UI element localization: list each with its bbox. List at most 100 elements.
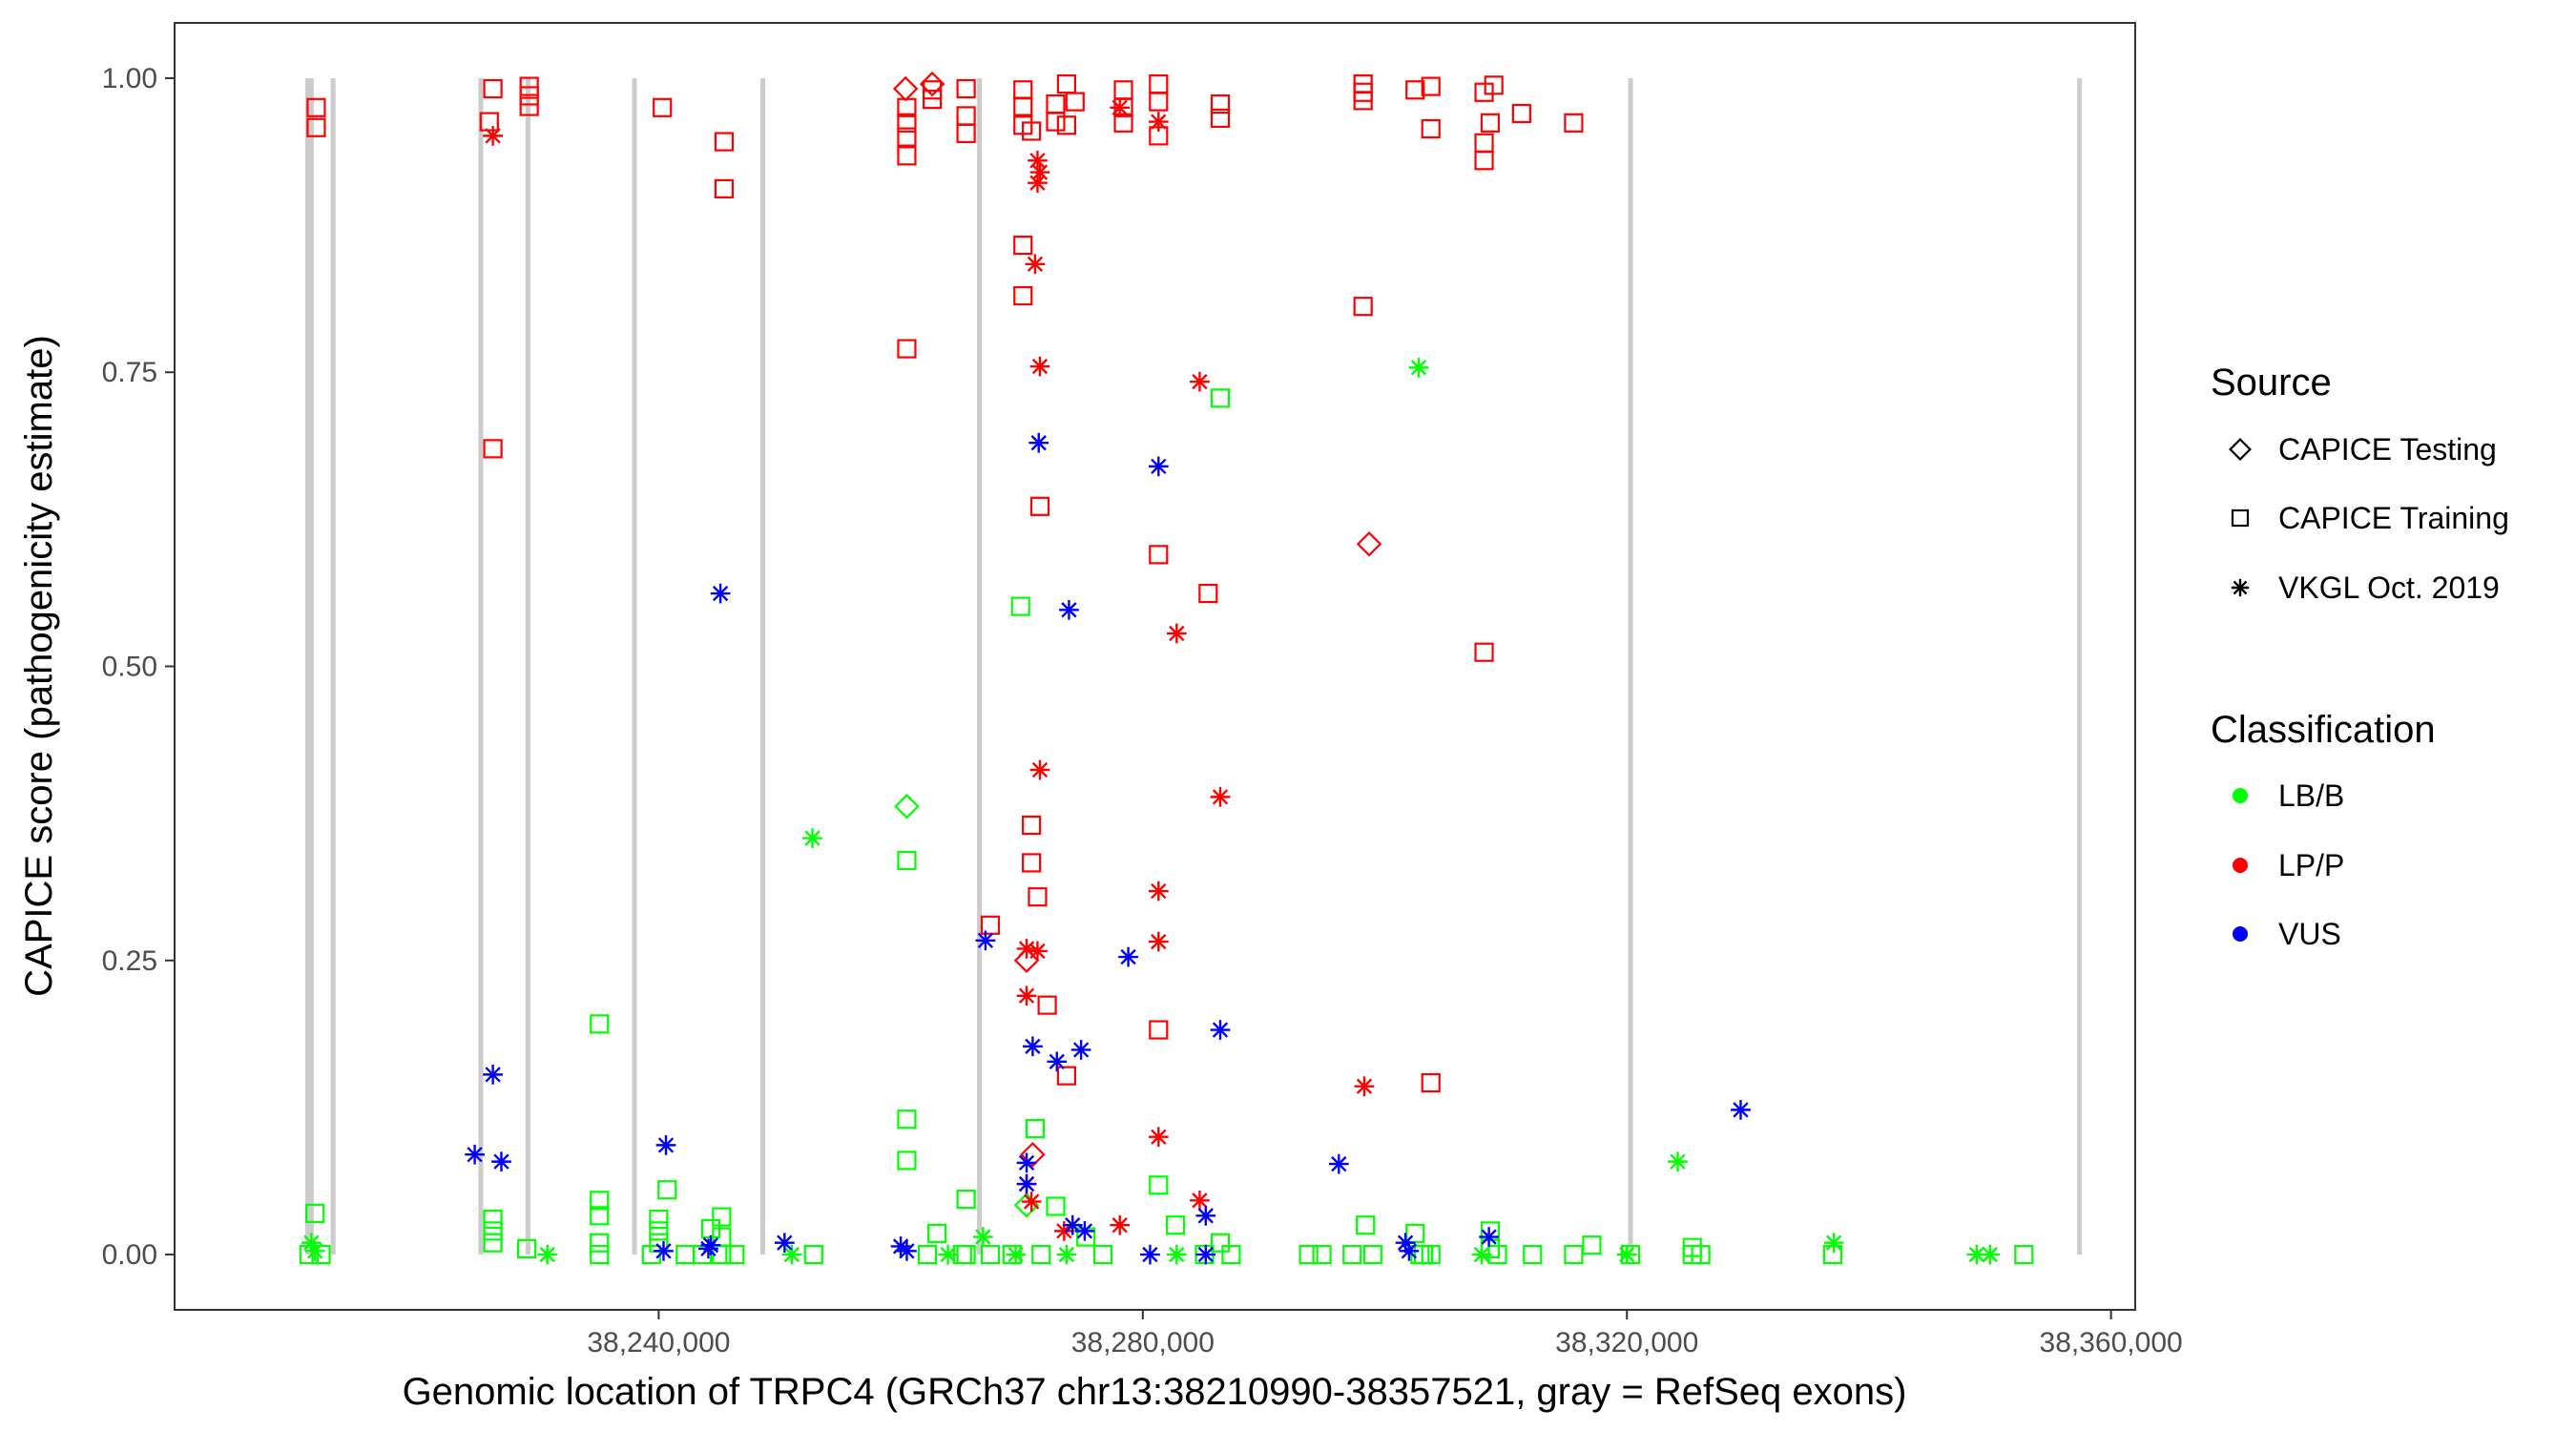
data-point-asterisk [1148,456,1169,477]
data-point-square [483,1221,503,1241]
data-point-square [306,97,326,117]
data-point-square [306,117,326,137]
legend-classification-keys [2233,788,2248,942]
data-point-square [1312,1244,1332,1265]
data-point-asterisk [1029,759,1050,780]
data-point-square [479,112,499,132]
data-point-asterisk [1148,1127,1169,1148]
data-point-asterisk [1166,623,1187,644]
data-point-asterisk [1070,1040,1091,1060]
y-tick-label: 0.75 [102,357,157,388]
data-point-square [956,78,976,99]
data-point-square [1210,108,1231,128]
data-point-square [1065,92,1085,112]
data-point-asterisk [301,1233,322,1254]
data-point-square [956,1189,976,1210]
data-point-square [1149,1020,1169,1040]
data-point-asterisk [1210,787,1231,807]
x-tick-label: 38,280,000 [1071,1327,1215,1358]
x-axis: 38,240,000 38,280,000 38,320,000 38,360,000 [587,1310,2183,1358]
data-point-asterisk [1966,1244,1987,1265]
data-point-square [980,1244,1001,1265]
data-point-square [1582,1235,1602,1255]
x-tick-label: 38,320,000 [1555,1327,1698,1358]
data-point-asterisk [491,1151,511,1172]
data-point-diamond [919,71,945,97]
data-point-asterisk [1140,1244,1160,1265]
data-point-asterisk [1166,1244,1187,1265]
y-axis-title: CAPICE score (pathogenicity estimate) [18,335,60,997]
data-point-asterisk [1023,1036,1043,1057]
legend-class-item-vus: VUS [2278,917,2341,951]
data-point-asterisk [1328,1153,1349,1174]
data-point-asterisk [1110,1214,1131,1235]
data-point-asterisk [973,1227,993,1247]
legend-key-square [2231,508,2250,528]
legend-key-diamond [2229,438,2252,461]
data-point-asterisk [1195,1206,1216,1226]
data-point-asterisk [1029,162,1050,182]
data-point-square [2014,1244,2034,1265]
data-point-asterisk [1028,432,1049,453]
data-point-square [1421,118,1441,139]
data-point-square [1037,995,1057,1015]
data-point-square [1356,1215,1376,1235]
data-point-square [1564,113,1584,133]
data-point-square [956,123,976,144]
data-point-square [1029,496,1050,516]
data-point-diamond [1013,947,1040,974]
data-point-square [1474,151,1494,171]
data-point-square [803,1244,823,1265]
data-point-square [922,90,943,110]
data-point-asterisk [1047,1051,1068,1072]
data-point-asterisk [1074,1221,1095,1241]
data-point-asterisk [774,1233,795,1254]
data-point-square [897,339,917,359]
data-point-square [1353,297,1373,317]
data-point-square [1056,115,1076,135]
y-tick-label: 1.00 [102,63,157,94]
data-point-square [897,146,917,166]
data-point-asterisk [1210,1020,1231,1040]
legend-key-dot [2233,858,2248,873]
data-point-square [1421,76,1441,96]
data-point-asterisk [897,1240,917,1261]
legend-source-item-testing: CAPICE Testing [2278,432,2497,467]
data-point-diamond [1356,531,1382,557]
data-point-square [1025,1119,1046,1139]
data-point-square [1113,113,1133,133]
data-point-asterisk [802,828,822,848]
data-point-square [1353,91,1373,111]
data-point-square [1013,235,1033,256]
data-point-square [1210,388,1231,408]
data-point-asterisk [655,1135,676,1155]
data-point-diamond [1020,1141,1046,1168]
data-point-square [1013,96,1033,116]
data-point-asterisk [1823,1233,1844,1254]
data-point-asterisk [700,1234,721,1255]
data-point-square [1149,1175,1169,1195]
data-point-square [519,86,539,106]
data-point-asterisk [1195,1244,1216,1265]
data-point-square [519,96,539,116]
data-point-square [1046,112,1066,132]
data-point-square [1298,1244,1319,1265]
data-point-square [483,78,503,99]
data-point-square [1523,1244,1543,1265]
data-point-asterisk [1016,1152,1037,1173]
data-point-asterisk [710,583,731,604]
data-point-square [590,1191,610,1211]
data-point-asterisk [465,1144,485,1165]
data-point-asterisk [1479,1227,1499,1247]
x-axis-title: Genomic location of TRPC4 (GRCh37 chr13:… [403,1371,1907,1413]
data-point-asterisk [654,1240,674,1261]
data-point-asterisk [537,1244,558,1265]
data-point-square [590,1233,610,1253]
data-point-asterisk [1148,931,1169,952]
data-point-square [483,439,503,459]
legend-source-item-vkgl: VKGL Oct. 2019 [2278,570,2500,605]
data-point-asterisk [1006,1244,1026,1265]
y-tick-label: 0.00 [102,1239,157,1271]
data-point-square [1198,583,1218,604]
